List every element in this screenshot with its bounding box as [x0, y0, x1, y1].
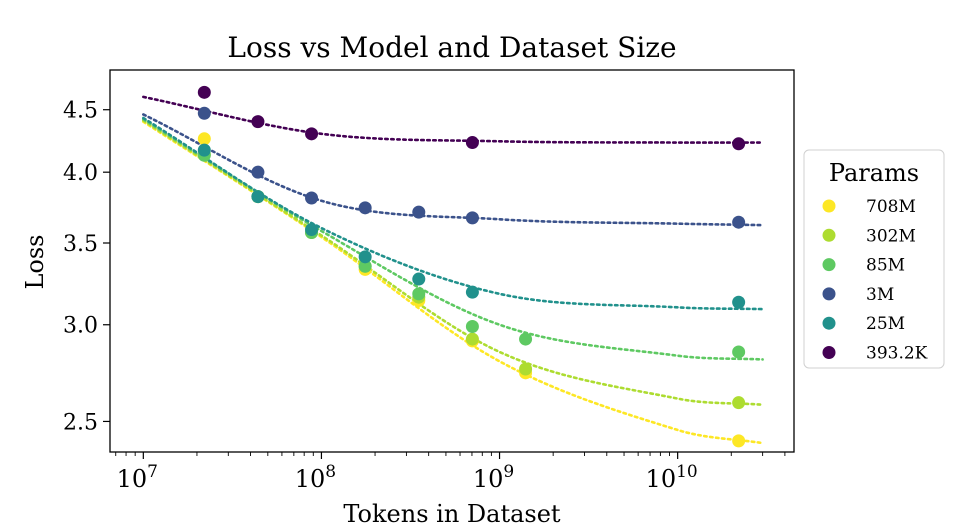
y-tick-label: 4.5	[63, 99, 98, 124]
legend-marker-85M	[822, 258, 836, 272]
data-point-708M	[732, 434, 746, 448]
data-point-3M	[465, 211, 479, 225]
legend-label: 302M	[866, 226, 916, 246]
data-point-85M	[358, 259, 372, 273]
data-point-393.2K	[251, 115, 265, 129]
x-tick-label: 109	[473, 462, 514, 493]
x-tick-label: 1010	[646, 462, 698, 493]
x-axis: 107 108 109 1010	[115, 452, 786, 493]
data-point-25M	[305, 223, 319, 237]
plot-frame	[109, 69, 795, 453]
legend-marker-3M	[822, 287, 836, 301]
legend-marker-302M	[822, 228, 836, 242]
data-point-3M	[197, 106, 211, 120]
data-point-85M	[732, 345, 746, 359]
data-point-393.2K	[305, 127, 319, 141]
data-point-3M	[732, 215, 746, 229]
fit-line-85M	[142, 117, 764, 361]
data-points	[197, 85, 746, 448]
data-point-25M	[358, 250, 372, 264]
legend-label: 3M	[866, 285, 894, 305]
legend-label: 25M	[866, 314, 905, 334]
data-point-393.2K	[197, 85, 211, 99]
data-point-302M	[465, 332, 479, 346]
data-point-25M	[732, 295, 746, 309]
data-point-708M	[197, 132, 211, 146]
x-tick-label: 107	[117, 462, 158, 493]
data-point-25M	[412, 272, 426, 286]
plot-area	[109, 69, 795, 453]
fit-line-3M	[142, 113, 764, 227]
data-point-393.2K	[732, 137, 746, 151]
fit-lines	[142, 95, 764, 445]
fit-line-708M	[142, 120, 764, 445]
y-tick-label: 3.0	[63, 314, 98, 339]
data-point-25M	[465, 285, 479, 299]
data-point-302M	[519, 362, 533, 376]
data-point-85M	[465, 320, 479, 334]
chart-title: Loss vs Model and Dataset Size	[227, 31, 676, 64]
legend-marker-393.2K	[822, 346, 836, 359]
data-point-302M	[732, 396, 746, 410]
data-point-85M	[519, 332, 533, 346]
legend-marker-708M	[822, 199, 836, 213]
data-point-3M	[305, 191, 319, 205]
y-axis-label: Loss	[21, 234, 49, 289]
legend: Params 708M 302M 85M 3M 25M 393.2K	[803, 149, 945, 369]
data-point-393.2K	[465, 136, 479, 150]
y-tick-label: 4.0	[63, 161, 98, 186]
data-point-25M	[197, 143, 211, 157]
y-tick-label: 3.5	[63, 232, 98, 257]
data-point-3M	[358, 201, 372, 215]
legend-title: Params	[829, 159, 919, 187]
fit-line-393.2K	[142, 95, 764, 144]
y-axis: 2.5 3.0 3.5 4.0 4.5	[63, 99, 110, 435]
x-axis-label: Tokens in Dataset	[343, 500, 561, 527]
legend-items: 708M 302M 85M 3M 25M 393.2K	[822, 197, 928, 364]
fit-line-25M	[142, 116, 764, 311]
legend-marker-25M	[822, 316, 836, 330]
legend-box	[803, 149, 945, 369]
data-point-3M	[412, 205, 426, 219]
y-tick-label: 2.5	[63, 410, 98, 435]
data-point-25M	[251, 190, 265, 204]
legend-label: 393.2K	[866, 344, 928, 364]
data-point-3M	[251, 165, 265, 179]
legend-label: 708M	[866, 197, 916, 217]
legend-label: 85M	[866, 256, 905, 276]
x-tick-label: 108	[295, 462, 336, 493]
data-point-85M	[412, 287, 426, 301]
